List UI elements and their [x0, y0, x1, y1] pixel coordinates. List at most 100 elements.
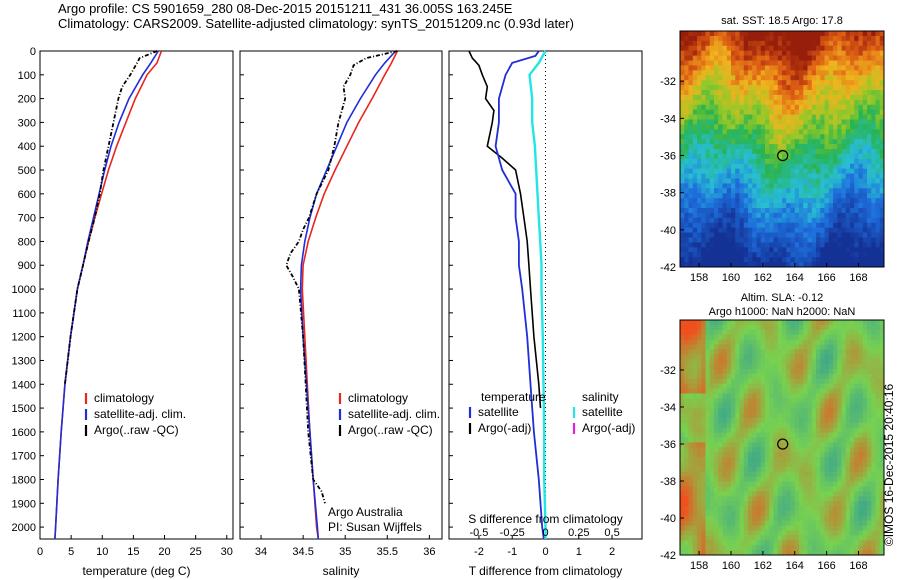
map-cell — [875, 393, 881, 399]
map-cell — [867, 501, 872, 507]
map-cell — [752, 368, 757, 375]
map-cell — [845, 437, 851, 443]
map-cell — [841, 359, 847, 365]
map-cell — [816, 163, 821, 170]
map-cell — [871, 65, 876, 71]
map-cell — [718, 237, 723, 243]
map-cell — [688, 114, 694, 120]
map-cell — [811, 320, 817, 326]
map-cell — [722, 383, 728, 389]
map-cell — [701, 491, 706, 497]
map-x-tick-label: 160 — [722, 560, 740, 572]
map-cell — [701, 158, 706, 165]
map-cell — [692, 232, 698, 238]
map-cell — [803, 437, 808, 443]
map-cell — [803, 35, 808, 42]
map-cell — [782, 124, 787, 130]
map-cell — [680, 354, 685, 360]
map-cell — [807, 354, 813, 360]
map-cell — [824, 349, 830, 355]
map-cell — [841, 247, 847, 253]
map-cell — [731, 104, 736, 111]
map-cell — [760, 525, 766, 531]
map-cell — [862, 173, 868, 179]
map-cell — [756, 491, 762, 497]
map-cell — [777, 422, 783, 429]
map-cell — [879, 510, 885, 517]
map-cell — [875, 193, 881, 199]
map-cell — [735, 158, 740, 165]
map-cell — [879, 104, 885, 111]
map-cell — [735, 119, 740, 125]
map-cell — [845, 247, 851, 253]
map-cell — [845, 262, 851, 268]
map-cell — [769, 398, 774, 404]
map-cell — [756, 408, 762, 414]
map-cell — [701, 237, 706, 243]
map-cell — [748, 119, 753, 125]
map-cell — [688, 109, 694, 115]
map-cell — [739, 188, 745, 194]
map-cell — [773, 45, 779, 52]
map-cell — [790, 403, 796, 409]
map-cell — [705, 339, 711, 345]
map-cell — [709, 178, 715, 184]
map-cell — [850, 173, 855, 179]
map-cell — [803, 515, 808, 522]
map-cell — [862, 515, 868, 522]
map-cell — [680, 393, 685, 399]
map-cell — [684, 99, 689, 106]
map-cell — [820, 398, 825, 404]
map-cell — [782, 217, 787, 224]
map-cell — [824, 442, 830, 448]
map-cell — [735, 65, 740, 71]
map-cell — [858, 471, 864, 478]
map-cell — [790, 388, 796, 394]
map-cell — [871, 491, 876, 497]
map-cell — [790, 183, 796, 189]
map-cell — [709, 129, 715, 135]
map-cell — [722, 525, 728, 531]
map-cell — [867, 520, 872, 527]
map-cell — [879, 94, 885, 101]
map-cell — [837, 466, 842, 473]
map-cell — [701, 99, 706, 106]
map-cell — [820, 545, 825, 551]
map-cell — [769, 75, 774, 81]
map-x-tick-label: 158 — [690, 560, 708, 572]
map-cell — [799, 408, 804, 414]
map-cell — [820, 158, 825, 165]
map-cell — [688, 124, 694, 130]
map-cell — [718, 183, 723, 189]
map-cell — [799, 252, 804, 258]
map-cell — [862, 359, 868, 365]
y-tick-label: 1200 — [12, 332, 36, 344]
map-cell — [726, 70, 732, 76]
map-cell — [777, 119, 783, 125]
map-cell — [739, 257, 745, 263]
map-cell — [760, 208, 766, 214]
map-cell — [731, 373, 736, 380]
map-cell — [790, 129, 796, 135]
map-cell — [786, 163, 791, 170]
map-cell — [692, 550, 698, 556]
map-cell — [756, 398, 762, 404]
map-cell — [811, 183, 817, 189]
map-cell — [743, 232, 749, 238]
map-cell — [879, 153, 885, 160]
map-cell — [790, 50, 796, 56]
map-cell — [688, 334, 694, 340]
map-cell — [777, 466, 783, 473]
map-cell — [816, 422, 821, 429]
map-cell — [735, 496, 740, 502]
map-cell — [739, 153, 745, 160]
map-cell — [718, 334, 723, 340]
map-cell — [714, 515, 719, 522]
map-cell — [709, 237, 715, 243]
map-cell — [739, 466, 745, 473]
map-cell — [726, 99, 732, 106]
map-cell — [879, 413, 885, 419]
map-cell — [726, 139, 732, 145]
map-cell — [862, 466, 868, 473]
map-cell — [824, 403, 830, 409]
